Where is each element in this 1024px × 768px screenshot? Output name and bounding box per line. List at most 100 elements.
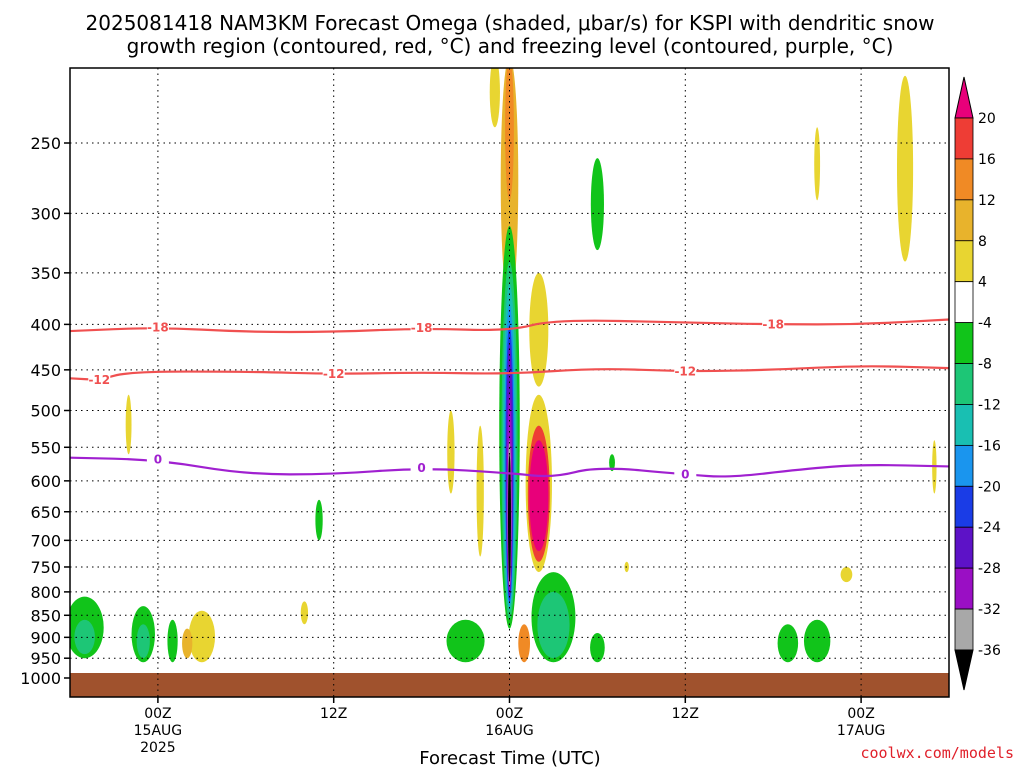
colorbar-label-13: -36	[978, 643, 1001, 659]
y-tick-label-800: 800	[30, 583, 61, 602]
colorbar-band-1	[954, 158, 974, 201]
contour-label-0-0: -18	[147, 320, 169, 334]
contour-label-bg-2-1	[410, 460, 433, 474]
omega-region-24	[167, 619, 178, 663]
colorbar-band-7	[954, 404, 974, 446]
y-tick-label-950: 950	[30, 649, 61, 668]
colorbar-band-5	[954, 322, 974, 364]
contour-label-bg-1-0	[88, 372, 111, 386]
omega-region-13	[529, 440, 549, 552]
contour-line-2	[70, 456, 949, 478]
y-tick-label-250: 250	[30, 134, 61, 153]
colorbar-label-2: 12	[978, 193, 996, 209]
omega-region-36	[814, 127, 821, 201]
omega-region-33	[489, 68, 500, 128]
omega-region-34	[777, 624, 799, 663]
y-tick-label-850: 850	[30, 606, 61, 625]
colorbar-band-0	[954, 117, 974, 160]
omega-region-32	[590, 633, 605, 663]
x-tick-date-0: 15AUG	[134, 723, 183, 739]
colorbar-top-arrow	[954, 76, 974, 119]
colorbar-label-4: 4	[978, 275, 987, 291]
x-tick-year-0: 2025	[140, 740, 176, 756]
colorbar-label-11: -28	[978, 561, 1001, 577]
omega-region-28	[447, 410, 455, 494]
contour-line-1	[70, 365, 949, 381]
contour-label-0-1: -18	[411, 321, 433, 335]
omega-region-35	[803, 619, 831, 663]
colorbar-label-1: 16	[978, 152, 996, 168]
x-tick-label-1: 12Z	[320, 706, 347, 722]
contour-label-0-2: -18	[762, 317, 784, 331]
colorbar-label-5: -4	[978, 316, 992, 332]
colorbar-label-9: -20	[978, 479, 1001, 495]
y-tick-label-450: 450	[30, 361, 61, 380]
colorbar-band-8	[954, 444, 974, 487]
omega-region-17	[518, 624, 531, 663]
colorbar-label-0: 20	[978, 111, 996, 127]
colorbar-label-3: 8	[978, 234, 987, 250]
omega-region-16	[537, 591, 570, 659]
omega-region-31	[609, 454, 615, 472]
x-tick-label-4: 00Z	[847, 706, 874, 722]
contour-label-bg-1-1	[322, 367, 345, 381]
omega-shading	[70, 68, 937, 663]
contour-label-2-0: 0	[154, 453, 162, 467]
contour-label-1-1: -12	[323, 367, 345, 381]
y-tick-label-550: 550	[30, 438, 61, 457]
colorbar-bottom-arrow	[954, 649, 974, 691]
y-tick-label-900: 900	[30, 628, 61, 647]
colorbar-band-2	[954, 199, 974, 242]
colorbar-label-12: -32	[978, 602, 1001, 618]
contour-label-2-2: 0	[681, 467, 689, 481]
omega-region-29	[476, 425, 484, 557]
omega-region-26	[300, 601, 309, 625]
y-axis: 250 300 350 400 450 500 550 600 650 700 750 800 850 9…	[20, 134, 70, 688]
colorbar-label-7: -12	[978, 397, 1001, 413]
y-tick-label-300: 300	[30, 204, 61, 223]
omega-region-39	[125, 394, 132, 455]
contour-label-2-1: 0	[417, 461, 425, 475]
omega-region-19	[74, 619, 95, 655]
credit-text: coolwx.com/models	[860, 744, 1014, 762]
y-tick-label-350: 350	[30, 264, 61, 283]
temperature-contours: -18 -18 -18 -12 -12 -12 0 0 0	[70, 317, 949, 481]
x-tick-label-0: 00Z	[144, 706, 171, 722]
y-tick-label-750: 750	[30, 558, 61, 577]
colorbar-band-9	[954, 485, 974, 528]
contour-label-bg-2-0	[146, 452, 169, 466]
x-tick-label-3: 12Z	[672, 706, 699, 722]
colorbar-band-12	[954, 608, 974, 651]
colorbar-band-6	[954, 363, 974, 405]
colorbar-band-4	[954, 281, 974, 324]
colorbar-band-3	[954, 240, 974, 283]
omega-region-22	[188, 610, 216, 663]
chart-title-line-2: growth region (contoured, red, °C) and f…	[127, 34, 894, 58]
contour-label-1-0: -12	[88, 373, 110, 387]
contour-label-bg-0-2	[762, 317, 785, 331]
y-tick-label-600: 600	[30, 472, 61, 491]
y-tick-label-500: 500	[30, 402, 61, 421]
omega-region-37	[840, 566, 853, 583]
x-tick-date-4: 17AUG	[837, 723, 886, 739]
contour-label-1-2: -12	[674, 365, 696, 379]
colorbar-label-10: -24	[978, 520, 1001, 536]
colorbar-label-6: -8	[978, 357, 992, 373]
x-axis-label: Forecast Time (UTC)	[419, 748, 600, 768]
y-tick-label-650: 650	[30, 503, 61, 522]
colorbar-band-10	[954, 526, 974, 569]
contour-label-bg-2-2	[674, 467, 697, 481]
omega-region-23	[182, 628, 193, 659]
contour-label-bg-0-0	[146, 320, 169, 334]
omega-region-14	[529, 272, 549, 387]
omega-region-10	[508, 454, 511, 583]
colorbar: 20 16 12 8 4 -4 -8 -12 -16 -20 -24 -28 -32 -36	[954, 76, 1001, 691]
y-tick-label-400: 400	[30, 315, 61, 334]
y-tick-label-1000: 1000	[20, 669, 61, 688]
colorbar-label-8: -16	[978, 438, 1001, 454]
y-tick-label-700: 700	[30, 531, 61, 550]
omega-region-21	[136, 624, 150, 659]
omega-region-25	[315, 499, 323, 541]
colorbar-band-11	[954, 567, 974, 610]
